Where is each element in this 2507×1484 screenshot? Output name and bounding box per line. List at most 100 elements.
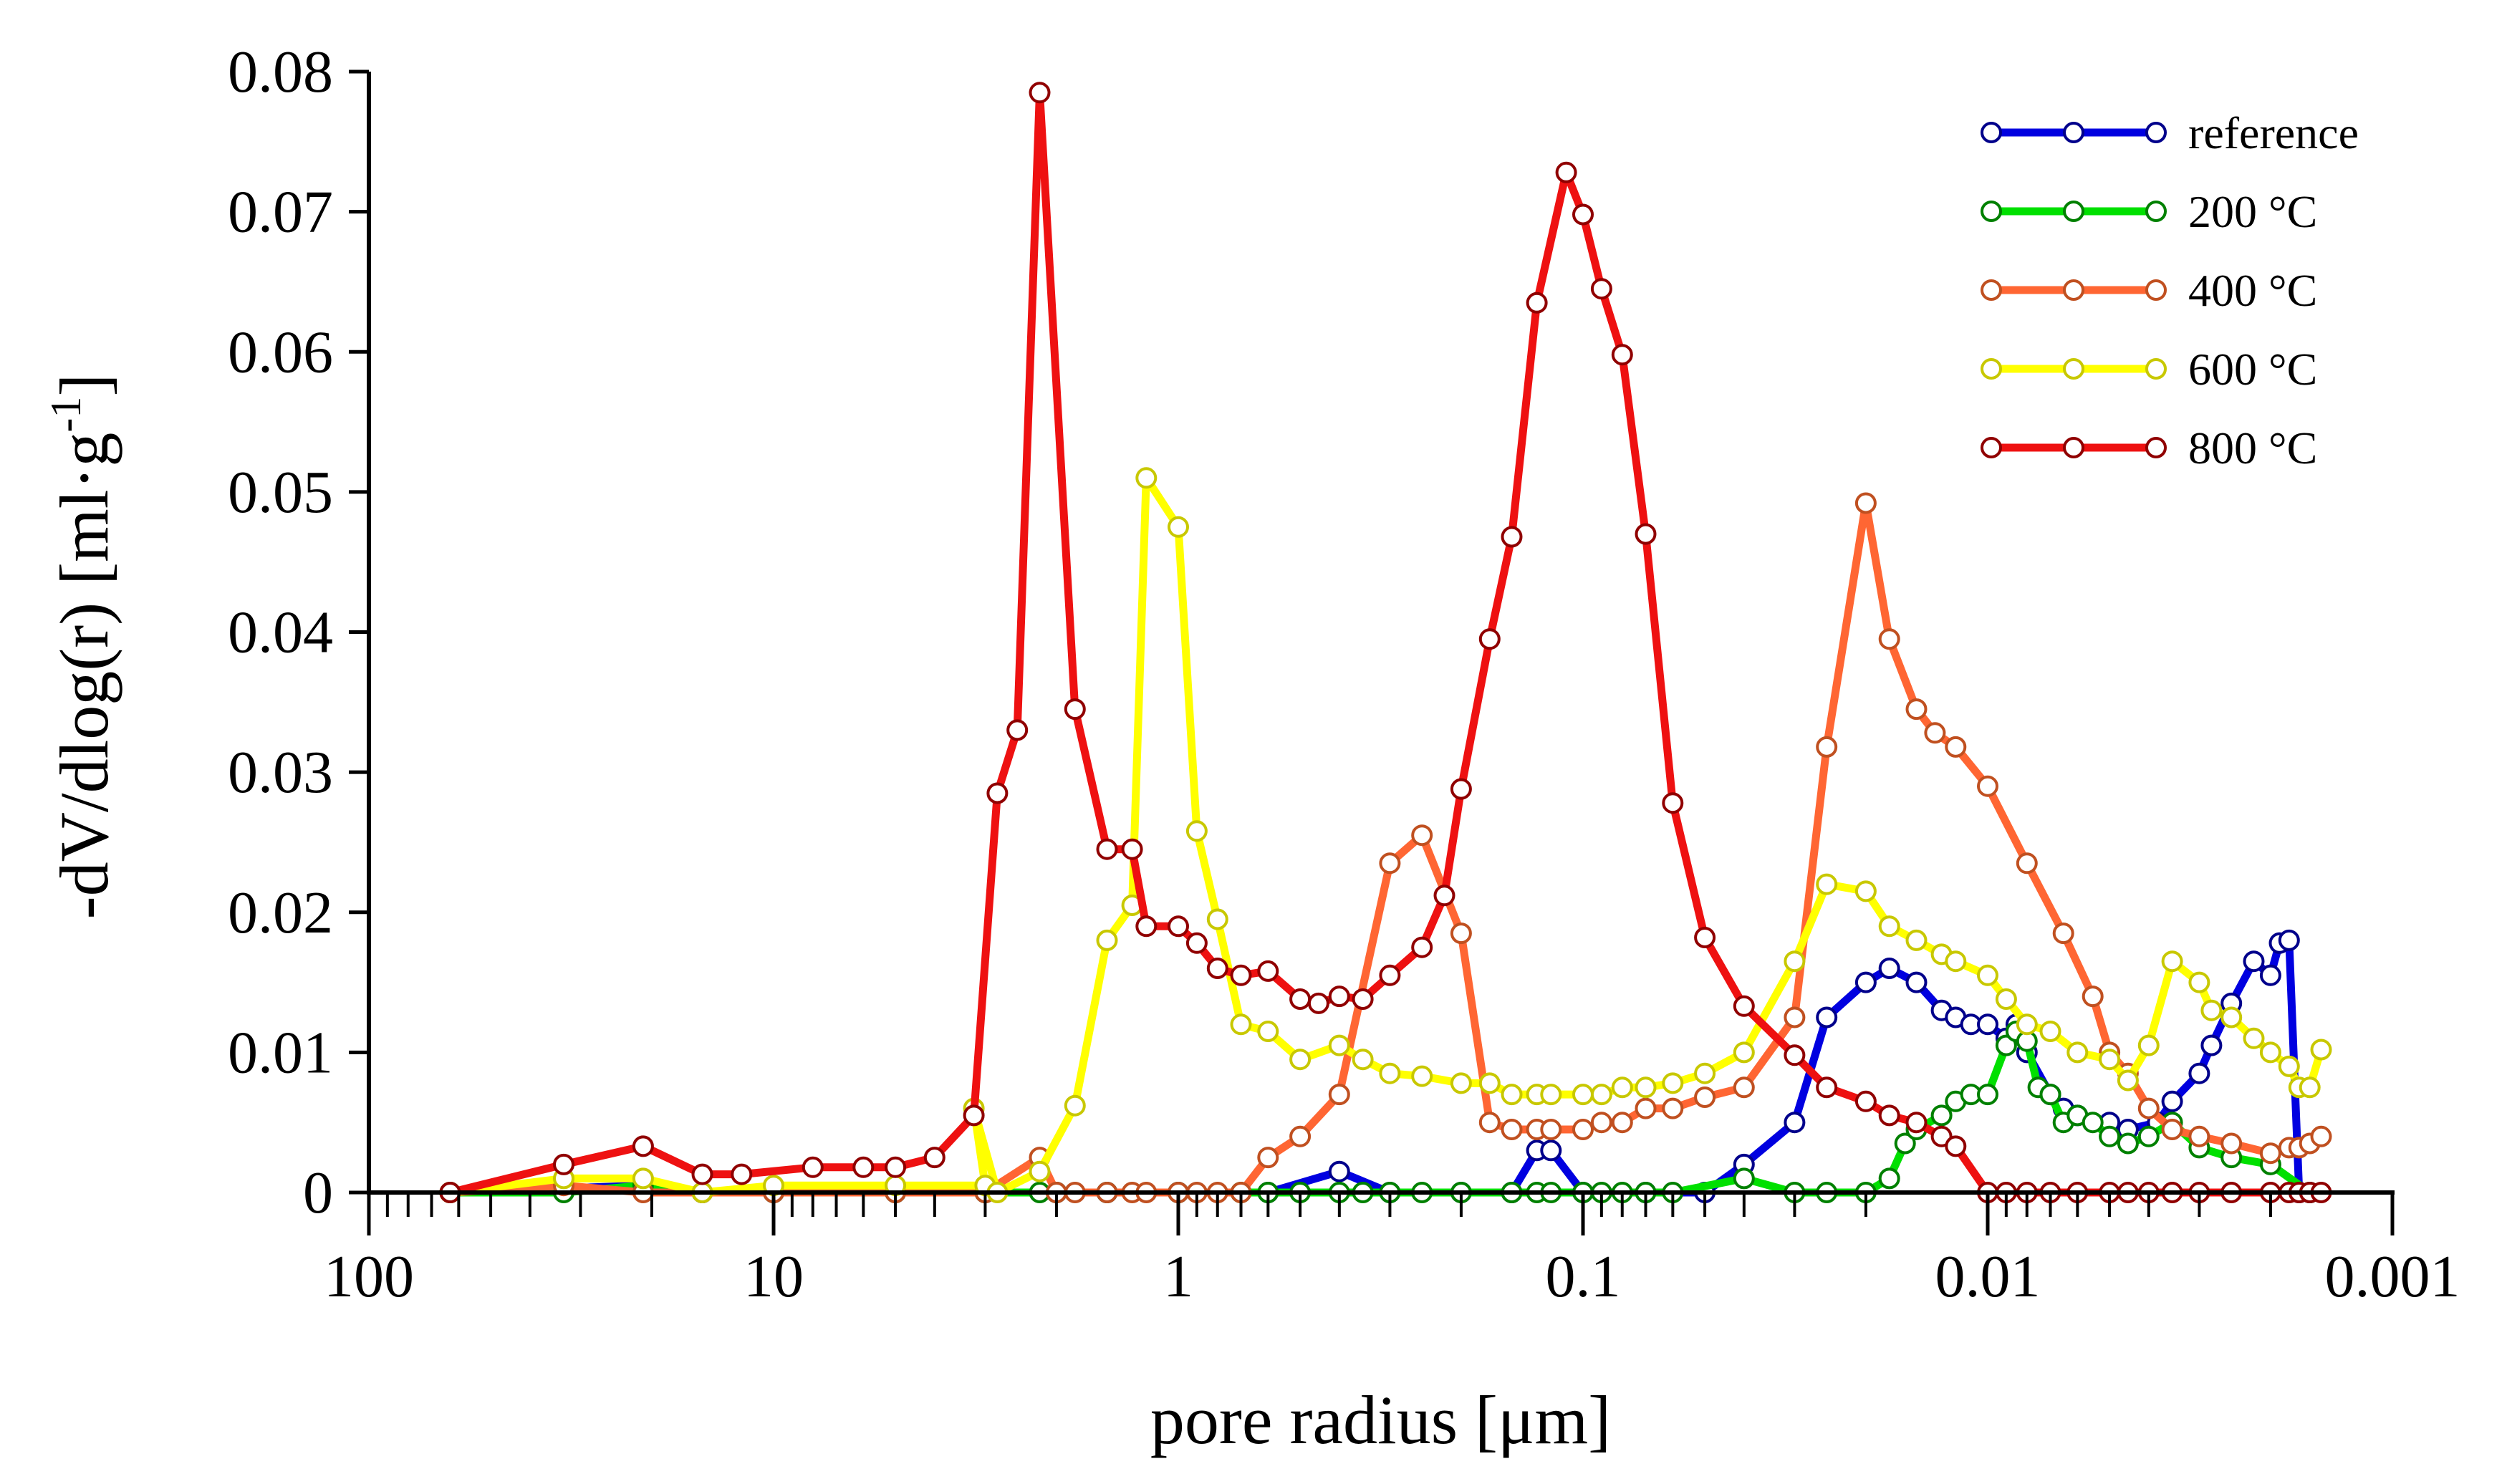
legend-item: 400 °C bbox=[1981, 265, 2317, 316]
data-point bbox=[1289, 1049, 1312, 1071]
data-point bbox=[1694, 1086, 1716, 1108]
data-point bbox=[2016, 1013, 2038, 1036]
x-tick-label: 10 bbox=[744, 1243, 804, 1310]
data-point bbox=[2220, 1006, 2243, 1028]
data-point bbox=[1572, 203, 1594, 226]
data-point bbox=[2188, 971, 2210, 993]
data-point bbox=[1307, 992, 1329, 1014]
x-tick-label: 0.1 bbox=[1546, 1243, 1621, 1310]
data-point bbox=[2099, 1049, 2121, 1071]
data-point bbox=[1784, 1112, 1806, 1134]
data-point bbox=[1029, 1160, 1051, 1182]
data-point bbox=[1450, 778, 1472, 800]
data-point bbox=[1977, 964, 1998, 986]
data-point bbox=[1930, 1104, 1953, 1127]
x-tick-label: 0.01 bbox=[1935, 1243, 2041, 1310]
data-point bbox=[1230, 1013, 1252, 1036]
legend: reference 200 °C 400 °C 600 °C 800 °C bbox=[1981, 107, 2359, 473]
y-tick-label: 0.04 bbox=[228, 599, 333, 666]
data-point bbox=[802, 1156, 824, 1178]
data-point bbox=[2259, 964, 2281, 986]
data-point bbox=[1995, 1034, 2017, 1056]
data-point bbox=[1945, 1135, 1967, 1157]
data-point bbox=[2278, 1055, 2300, 1077]
legend-marker bbox=[2145, 358, 2167, 380]
data-point bbox=[1733, 995, 1755, 1017]
data-point bbox=[731, 1163, 753, 1185]
data-point bbox=[1784, 950, 1806, 973]
y-axis-title: -dV/dlog(r) [ml·g-1] bbox=[42, 374, 122, 920]
data-point bbox=[1433, 885, 1455, 907]
data-point bbox=[1945, 736, 1967, 758]
data-point bbox=[1135, 915, 1158, 938]
data-point bbox=[2039, 1021, 2061, 1042]
legend-label: 400 °C bbox=[2188, 265, 2317, 316]
data-point bbox=[1878, 1167, 1900, 1190]
legend-marker bbox=[2063, 201, 2084, 222]
y-ticks: 0 0.01 0.02 0.03 0.04 0.05 0.06 0.07 0.08 bbox=[228, 39, 369, 1226]
data-point bbox=[1635, 1097, 1657, 1119]
data-point bbox=[1572, 1119, 1594, 1140]
data-point bbox=[1526, 292, 1548, 314]
data-point bbox=[2137, 1097, 2160, 1119]
y-axis-title-main: -dV/dlog(r) [ml·g bbox=[46, 433, 122, 920]
data-point bbox=[1478, 1112, 1501, 1134]
data-point bbox=[1379, 1062, 1401, 1084]
x-tick-label: 0.001 bbox=[2325, 1243, 2460, 1310]
data-point bbox=[1328, 1034, 1350, 1056]
x-tick-label: 100 bbox=[324, 1243, 414, 1310]
legend-marker bbox=[1981, 122, 2002, 143]
data-point bbox=[2310, 1125, 2332, 1147]
data-point bbox=[1096, 929, 1118, 951]
y-axis-title-sup: -1 bbox=[42, 397, 90, 433]
legend-item: 600 °C bbox=[1981, 344, 2317, 395]
data-point bbox=[1411, 936, 1433, 958]
data-point bbox=[2161, 950, 2183, 973]
data-point bbox=[1590, 1112, 1612, 1134]
data-point bbox=[1635, 1076, 1657, 1099]
data-point bbox=[2016, 852, 2038, 874]
data-point bbox=[1540, 1084, 1562, 1106]
data-point bbox=[1784, 1006, 1806, 1028]
data-point bbox=[1501, 1119, 1523, 1140]
data-point bbox=[885, 1156, 907, 1178]
data-point bbox=[2200, 1034, 2223, 1056]
data-point bbox=[1694, 1062, 1716, 1084]
data-point bbox=[1289, 988, 1312, 1010]
data-point bbox=[1029, 82, 1051, 104]
legend-marker bbox=[2063, 122, 2084, 143]
data-point bbox=[2039, 1084, 2061, 1106]
data-point bbox=[1206, 908, 1228, 930]
data-point bbox=[1733, 1167, 1755, 1190]
data-point bbox=[1905, 929, 1928, 951]
data-point bbox=[1379, 964, 1401, 986]
data-point bbox=[1185, 820, 1208, 842]
y-tick-label: 0 bbox=[303, 1160, 333, 1226]
data-point bbox=[1289, 1125, 1312, 1147]
data-point bbox=[1995, 988, 2017, 1010]
data-point bbox=[1230, 964, 1252, 986]
data-point bbox=[1733, 1076, 1755, 1099]
data-point bbox=[1635, 523, 1657, 545]
data-point bbox=[963, 1104, 985, 1127]
data-point bbox=[1450, 1072, 1472, 1094]
data-point bbox=[1121, 838, 1143, 860]
data-point bbox=[1816, 873, 1838, 895]
data-point bbox=[2299, 1076, 2321, 1099]
data-point bbox=[1135, 467, 1158, 489]
x-ticks: 100 10 1 0.1 0.01 0.001 bbox=[324, 1192, 2460, 1310]
data-point bbox=[1501, 1084, 1523, 1106]
data-point bbox=[2278, 929, 2300, 951]
data-point bbox=[2137, 1125, 2160, 1147]
data-point bbox=[2259, 1142, 2281, 1165]
data-point bbox=[1352, 1049, 1374, 1071]
legend-marker bbox=[2145, 279, 2167, 301]
data-point bbox=[1064, 1094, 1086, 1117]
data-point bbox=[1257, 960, 1279, 982]
data-point bbox=[1540, 1119, 1562, 1140]
data-point bbox=[1611, 1076, 1633, 1099]
legend-marker bbox=[1981, 279, 2002, 301]
data-point bbox=[2243, 950, 2265, 973]
legend-label: 200 °C bbox=[2188, 186, 2317, 237]
legend-label: 800 °C bbox=[2188, 423, 2317, 473]
